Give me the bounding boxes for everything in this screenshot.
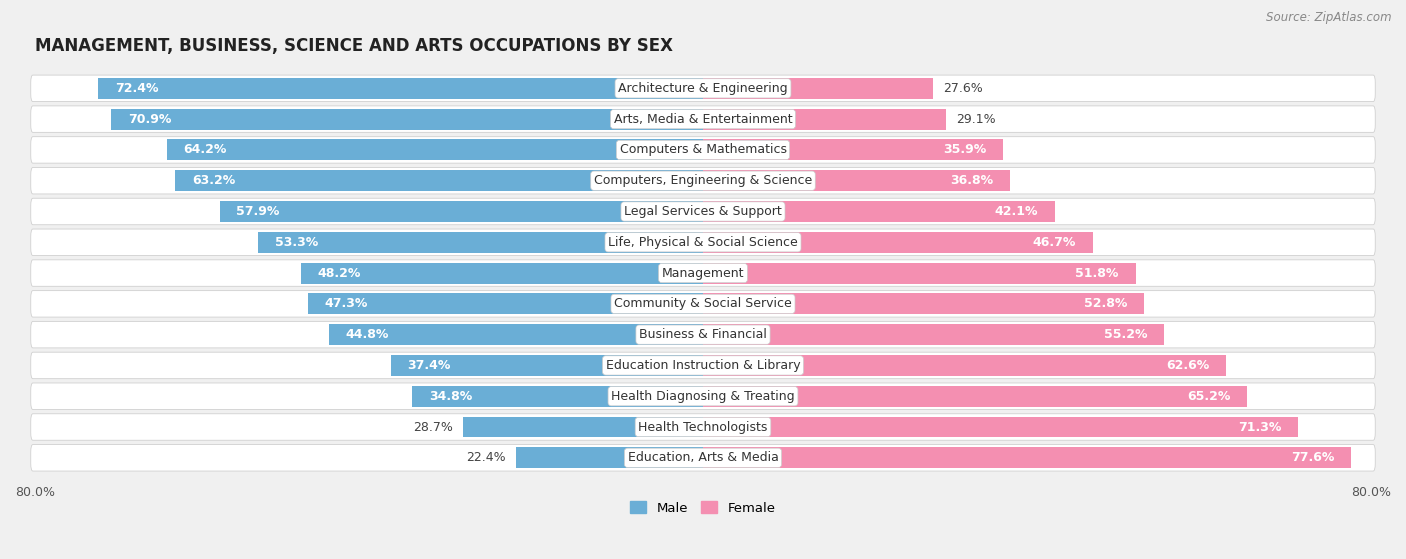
Text: 70.9%: 70.9% [128, 112, 172, 126]
Text: Management: Management [662, 267, 744, 280]
Text: Health Diagnosing & Treating: Health Diagnosing & Treating [612, 390, 794, 402]
Text: Education, Arts & Media: Education, Arts & Media [627, 451, 779, 465]
FancyBboxPatch shape [31, 321, 1375, 348]
FancyBboxPatch shape [31, 168, 1375, 194]
Bar [219, 201, 703, 222]
Bar [329, 324, 703, 345]
Bar [703, 78, 934, 99]
Text: 62.6%: 62.6% [1166, 359, 1209, 372]
Bar [703, 447, 1351, 468]
Bar [516, 447, 703, 468]
Text: Community & Social Service: Community & Social Service [614, 297, 792, 310]
Bar [703, 324, 1164, 345]
Text: 47.3%: 47.3% [325, 297, 368, 310]
Text: 72.4%: 72.4% [115, 82, 159, 95]
FancyBboxPatch shape [31, 352, 1375, 378]
Text: 35.9%: 35.9% [943, 144, 986, 157]
Text: Health Technologists: Health Technologists [638, 420, 768, 434]
Text: 37.4%: 37.4% [408, 359, 451, 372]
FancyBboxPatch shape [31, 291, 1375, 317]
Text: Arts, Media & Entertainment: Arts, Media & Entertainment [613, 112, 793, 126]
Text: 63.2%: 63.2% [193, 174, 235, 187]
Text: MANAGEMENT, BUSINESS, SCIENCE AND ARTS OCCUPATIONS BY SEX: MANAGEMENT, BUSINESS, SCIENCE AND ARTS O… [35, 37, 673, 55]
Bar [412, 386, 703, 407]
Text: 53.3%: 53.3% [274, 236, 318, 249]
Bar [167, 139, 703, 160]
Text: 28.7%: 28.7% [413, 420, 453, 434]
FancyBboxPatch shape [31, 75, 1375, 102]
Bar [703, 139, 1002, 160]
Text: Business & Financial: Business & Financial [640, 328, 766, 341]
Text: Life, Physical & Social Science: Life, Physical & Social Science [609, 236, 797, 249]
Bar [703, 201, 1054, 222]
Legend: Male, Female: Male, Female [626, 496, 780, 520]
Bar [703, 293, 1144, 314]
Text: 42.1%: 42.1% [994, 205, 1038, 218]
Bar [111, 108, 703, 130]
Text: 34.8%: 34.8% [429, 390, 472, 402]
Text: 29.1%: 29.1% [956, 112, 995, 126]
Bar [703, 232, 1092, 253]
Text: 64.2%: 64.2% [184, 144, 226, 157]
Text: 71.3%: 71.3% [1239, 420, 1282, 434]
Text: 57.9%: 57.9% [236, 205, 280, 218]
FancyBboxPatch shape [31, 106, 1375, 132]
Text: Education Instruction & Library: Education Instruction & Library [606, 359, 800, 372]
Text: 51.8%: 51.8% [1076, 267, 1119, 280]
Text: 55.2%: 55.2% [1104, 328, 1147, 341]
Bar [703, 108, 946, 130]
Text: Source: ZipAtlas.com: Source: ZipAtlas.com [1267, 11, 1392, 24]
Text: Computers, Engineering & Science: Computers, Engineering & Science [593, 174, 813, 187]
FancyBboxPatch shape [31, 137, 1375, 163]
FancyBboxPatch shape [31, 383, 1375, 409]
FancyBboxPatch shape [31, 414, 1375, 440]
Bar [703, 263, 1136, 283]
Text: 65.2%: 65.2% [1187, 390, 1230, 402]
Bar [703, 170, 1011, 191]
Bar [464, 416, 703, 438]
FancyBboxPatch shape [31, 198, 1375, 225]
Text: 48.2%: 48.2% [318, 267, 360, 280]
Text: Architecture & Engineering: Architecture & Engineering [619, 82, 787, 95]
Text: 27.6%: 27.6% [943, 82, 983, 95]
Bar [98, 78, 703, 99]
Bar [703, 386, 1247, 407]
Text: 52.8%: 52.8% [1084, 297, 1128, 310]
FancyBboxPatch shape [31, 229, 1375, 255]
Bar [703, 416, 1298, 438]
Bar [257, 232, 703, 253]
Text: 36.8%: 36.8% [950, 174, 994, 187]
Bar [308, 293, 703, 314]
FancyBboxPatch shape [31, 260, 1375, 286]
FancyBboxPatch shape [31, 444, 1375, 471]
Text: 44.8%: 44.8% [346, 328, 389, 341]
Text: 46.7%: 46.7% [1033, 236, 1076, 249]
Text: 22.4%: 22.4% [467, 451, 506, 465]
Bar [703, 355, 1226, 376]
Bar [301, 263, 703, 283]
Bar [176, 170, 703, 191]
Bar [391, 355, 703, 376]
Text: Computers & Mathematics: Computers & Mathematics [620, 144, 786, 157]
Text: 77.6%: 77.6% [1291, 451, 1334, 465]
Text: Legal Services & Support: Legal Services & Support [624, 205, 782, 218]
